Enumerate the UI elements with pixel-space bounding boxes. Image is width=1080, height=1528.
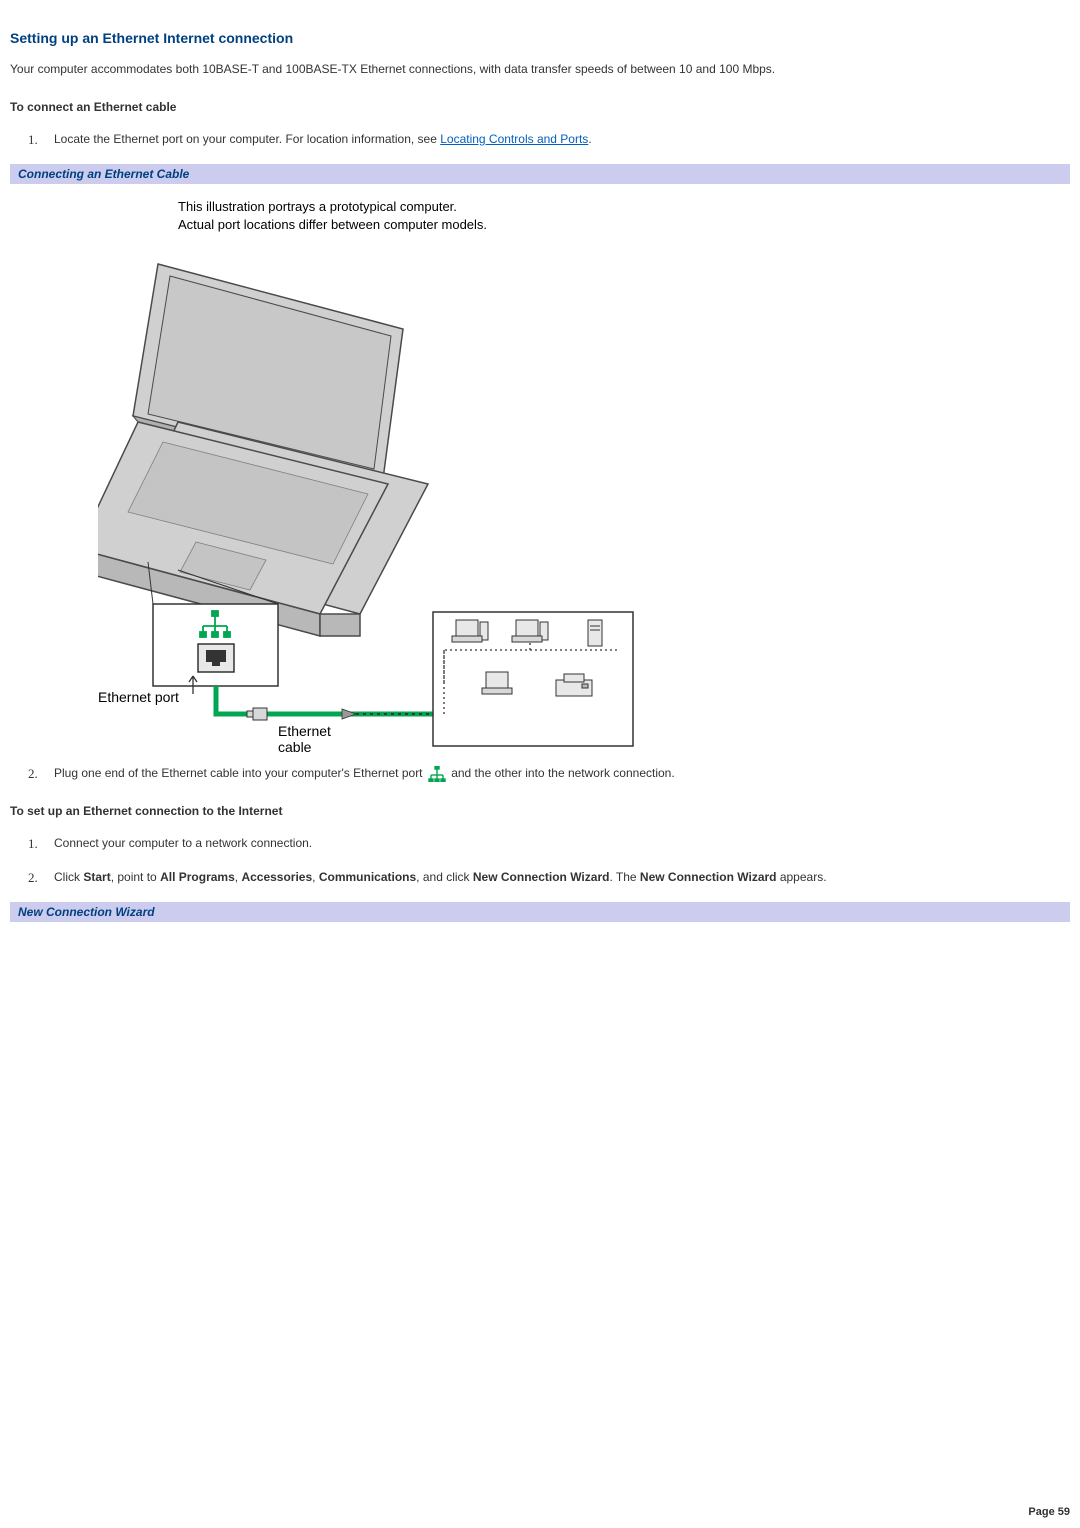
intro-paragraph: Your computer accommodates both 10BASE-T… [10,60,1070,78]
illustration-container: This illustration portrays a prototypica… [98,198,1070,754]
step-number: 1. [28,130,38,150]
callout-connecting-cable: Connecting an Ethernet Cable [10,164,1070,184]
setup-step-2: 2. Click Start, point to All Programs, A… [54,868,1070,886]
locating-controls-link[interactable]: Locating Controls and Ports [440,132,588,146]
step-text: Click Start, point to All Programs, Acce… [54,870,827,884]
step-number: 2. [28,764,38,784]
section-connect-cable-title: To connect an Ethernet cable [10,100,1070,114]
step-text-suffix: and the other into the network connectio… [451,766,674,780]
page-number: Page 59 [1028,1506,1070,1518]
section-setup-internet-title: To set up an Ethernet connection to the … [10,804,1070,818]
cable-label-l1: Ethernet [278,723,331,739]
illus-note-line1: This illustration portrays a prototypica… [178,198,1070,216]
step-suffix: . [588,132,591,146]
connect-step-2: 2. Plug one end of the Ethernet cable in… [54,764,1070,782]
ethernet-port-label: Ethernet port [98,689,179,705]
callout-new-connection-wizard: New Connection Wizard [10,902,1070,922]
ethernet-cable [216,686,433,720]
ethernet-icon [428,766,446,782]
setup-step-1: 1. Connect your computer to a network co… [54,834,1070,852]
illus-note-line2: Actual port locations differ between com… [178,216,1070,234]
connect-step-1: 1. Locate the Ethernet port on your comp… [54,130,1070,148]
step-text: Connect your computer to a network conne… [54,836,312,850]
illustration-note: This illustration portrays a prototypica… [178,198,1070,234]
network-panel [433,612,633,746]
main-heading: Setting up an Ethernet Internet connecti… [10,30,1070,46]
cable-label-l2: cable [278,739,312,754]
step-text: Plug one end of the Ethernet cable into … [54,766,426,780]
step-number: 1. [28,834,38,854]
ethernet-diagram: Ethernet port Ethernet cable [98,244,658,754]
step-text: Locate the Ethernet port on your compute… [54,132,440,146]
step-number: 2. [28,868,38,888]
laptop-icon [98,264,428,636]
